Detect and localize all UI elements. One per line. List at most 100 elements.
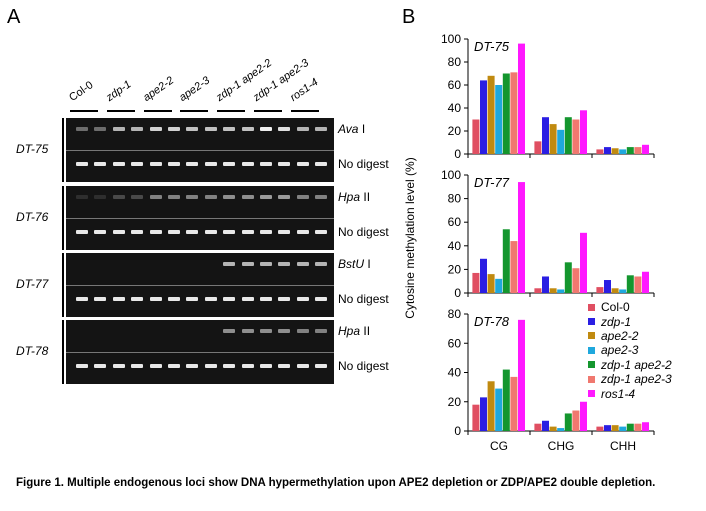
- gel-band: [94, 364, 107, 368]
- gel-band: [260, 195, 272, 199]
- lane-bar: [106, 110, 135, 112]
- bar: [642, 144, 649, 154]
- bar: [549, 124, 557, 154]
- bar: [495, 85, 503, 154]
- chart-title: DT-77: [474, 175, 510, 190]
- gel-band: [278, 297, 291, 301]
- lane-bar: [290, 110, 319, 112]
- gel-band: [186, 195, 199, 199]
- gel-band: [76, 127, 88, 131]
- panel-b-letter: B: [402, 6, 416, 28]
- gel-band: [204, 127, 217, 131]
- lane-label: ros1-4: [287, 76, 321, 104]
- bar: [626, 275, 634, 293]
- gel-band: [278, 127, 291, 131]
- gel-band: [94, 127, 107, 131]
- bar: [604, 280, 611, 293]
- gel-band: [168, 364, 180, 368]
- bar: [564, 413, 572, 431]
- gel-band: [168, 162, 180, 166]
- bar: [619, 426, 627, 431]
- bar: [611, 425, 619, 431]
- gel-band: [315, 262, 328, 266]
- bar: [549, 426, 557, 431]
- bar: [480, 80, 487, 154]
- y-tick-label: 20: [448, 395, 462, 409]
- legend-label: zdp-1: [601, 314, 632, 329]
- gel-band: [223, 195, 236, 199]
- gel-band: [315, 162, 328, 166]
- gel-band: [168, 195, 180, 199]
- bar: [634, 147, 642, 154]
- chart-title: DT-75: [474, 39, 510, 54]
- gel-band: [296, 127, 309, 131]
- gel-band: [223, 364, 236, 368]
- bar: [596, 149, 604, 154]
- gel-band: [112, 195, 125, 199]
- gel-band: [315, 195, 328, 199]
- gel-band: [223, 230, 236, 234]
- category-label: CHG: [548, 439, 575, 453]
- gel-separator: [66, 218, 334, 219]
- y-tick-label: 100: [441, 32, 461, 46]
- gel-band: [260, 230, 272, 234]
- gel-band: [149, 297, 162, 301]
- y-axis-label: Cytosine methylation level (%): [403, 157, 417, 318]
- gel-band: [76, 162, 88, 166]
- bar: [518, 43, 525, 154]
- gel-band: [260, 262, 272, 266]
- bar: [580, 401, 587, 431]
- legend-label: ros1-4: [601, 386, 636, 401]
- legend-label: ape2-2: [601, 328, 639, 343]
- legend-swatch: [588, 303, 595, 311]
- gel-band: [149, 162, 162, 166]
- gel-band: [94, 230, 107, 234]
- gel-band: [241, 297, 254, 301]
- gel-band: [149, 127, 162, 131]
- bar: [542, 276, 549, 293]
- legend-item: ros1-4: [588, 386, 672, 401]
- gel-band: [223, 162, 236, 166]
- y-tick-label: 0: [454, 424, 461, 438]
- gel-band: [186, 230, 199, 234]
- gel-band: [315, 297, 328, 301]
- bar: [611, 288, 619, 293]
- bar: [518, 182, 525, 293]
- nodigest-label: No digest: [338, 225, 389, 239]
- legend-label: Col-0: [601, 300, 630, 315]
- gel-band: [241, 127, 254, 131]
- lane-bar: [70, 110, 98, 112]
- gel-band: [112, 230, 125, 234]
- gel-band: [131, 162, 144, 166]
- gel-band: [131, 230, 144, 234]
- gel-band: [278, 230, 291, 234]
- lane-label: ape2-3: [177, 74, 213, 104]
- bar: [572, 268, 580, 293]
- category-label: CG: [490, 439, 508, 453]
- bar: [472, 404, 480, 431]
- gel-band: [76, 195, 88, 199]
- legend-item: ape2-3: [588, 343, 672, 357]
- lane-bar: [143, 110, 172, 112]
- gel-band: [241, 230, 254, 234]
- gel-band: [112, 364, 125, 368]
- legend-item: zdp-1 ape2-2: [588, 358, 672, 372]
- gel-band: [241, 329, 254, 333]
- legend-swatch: [588, 361, 595, 369]
- gel-band: [278, 329, 291, 333]
- category-label: CHH: [610, 439, 636, 453]
- gel-band: [260, 162, 272, 166]
- gel-band: [278, 364, 291, 368]
- gel-band: [131, 297, 144, 301]
- gel-band: [204, 297, 217, 301]
- gel-separator: [66, 352, 334, 353]
- bar: [642, 271, 649, 293]
- gel-band: [260, 297, 272, 301]
- y-tick-label: 20: [448, 124, 462, 138]
- enzyme-label: Hpa II: [338, 324, 371, 338]
- bar: [580, 110, 587, 154]
- gel-band: [241, 195, 254, 199]
- bar: [634, 276, 642, 293]
- legend-item: zdp-1 ape2-3: [588, 372, 672, 386]
- legend-label: ape2-3: [601, 343, 639, 358]
